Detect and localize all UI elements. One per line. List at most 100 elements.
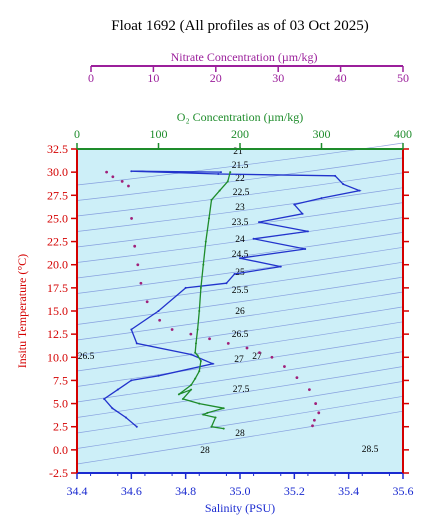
density-contour-line (76, 306, 404, 356)
salinity-tick-label: 35.2 (284, 484, 305, 498)
density-contour-line (76, 351, 404, 403)
salinity-point (225, 282, 228, 285)
density-contour-line (76, 157, 404, 201)
salinity-point (358, 189, 361, 192)
density-contour-line (76, 336, 404, 387)
temperature-tick-label: 30.0 (47, 165, 68, 179)
density-label: 24.5 (232, 250, 249, 260)
salinity-point (233, 272, 236, 275)
salinity-tick-label: 34.8 (175, 484, 196, 498)
temperature-tick-label: 17.5 (47, 281, 68, 295)
density-label: 27.5 (233, 385, 250, 395)
salinity-point (334, 174, 337, 177)
oxygen-point (202, 413, 205, 416)
nitrate-point (120, 180, 124, 183)
density-label: 23.5 (232, 218, 249, 228)
density-label: 28.5 (362, 445, 379, 455)
salinity-point (190, 353, 193, 356)
nitrate-point (133, 244, 137, 248)
nitrate-point (314, 402, 318, 405)
nitrate-point (283, 365, 286, 368)
salinity-point (301, 212, 304, 215)
temperature-tick-label: 20.0 (47, 258, 68, 272)
salinity-axis-label: Salinity (PSU) (205, 501, 275, 515)
density-label: 21.5 (232, 161, 249, 171)
chart-title: Float 1692 (All profiles as of 03 Oct 20… (111, 18, 368, 34)
nitrate-point (145, 300, 149, 304)
oxygen-tick-label: 400 (394, 127, 412, 141)
density-contour-line (76, 246, 404, 294)
temperature-tick-label: 0.0 (53, 443, 68, 457)
oxygen-point (222, 407, 225, 410)
salinity-point (293, 203, 296, 206)
density-contour-line (76, 276, 404, 325)
density-label: 25.5 (232, 286, 249, 296)
density-contour-line (76, 202, 404, 248)
nitrate-point (312, 418, 316, 422)
density-label: 22 (235, 174, 245, 184)
oxygen-point (194, 342, 197, 345)
temperature-tick-label: 32.5 (47, 142, 68, 156)
density-label: 24 (235, 235, 245, 245)
nitrate-tick-label: 50 (397, 71, 409, 85)
temperature-tick-label: 15.0 (47, 304, 68, 318)
salinity-tick-label: 34.6 (121, 484, 142, 498)
density-label: 22.5 (233, 188, 250, 198)
density-contour-line (76, 366, 404, 418)
nitrate-point (105, 170, 108, 174)
oxygen-point (190, 388, 193, 391)
salinity-point (130, 379, 133, 382)
density-contour-line (76, 261, 404, 310)
temperature-tick-label: 25.0 (47, 211, 68, 225)
nitrate-tick-label: 40 (335, 71, 347, 85)
oxygen-point (222, 427, 225, 430)
salinity-tick-label: 34.4 (67, 484, 88, 498)
nitrate-tick-label: 20 (210, 71, 222, 85)
salinity-point (306, 230, 309, 233)
density-contour-line (76, 232, 404, 279)
oxygen-point (194, 377, 197, 380)
series-layer (103, 170, 362, 430)
density-label: 27 (252, 352, 262, 362)
nitrate-point (136, 263, 140, 267)
nitrate-point (111, 175, 115, 179)
oxygen-point (210, 198, 213, 201)
salinity-point (219, 171, 222, 174)
salinity-tick-label: 35.0 (230, 484, 251, 498)
salinity-point (111, 407, 114, 410)
oxygen-tick-label: 100 (150, 127, 168, 141)
temperature-tick-label: 2.5 (53, 420, 68, 434)
temperature-tick-label: 22.5 (47, 235, 68, 249)
salinity-profile-line (103, 170, 362, 428)
axis-ticks: 34.4 34.6 34.8 35.0 35.2 35.4 35.6 -2.5 0.0 2.5 5.… (47, 66, 414, 498)
oxygen-point (194, 351, 197, 354)
density-label: 23 (235, 203, 245, 213)
oxygen-point (190, 384, 193, 387)
oxygen-point (204, 240, 207, 243)
salinity-point (252, 237, 255, 240)
salinity-point (211, 362, 214, 365)
density-contour-line (76, 187, 404, 232)
salinity-point (342, 183, 345, 186)
salinity-point (130, 328, 133, 331)
temperature-tick-label: 5.0 (53, 397, 68, 411)
oxygen-tick-label: 300 (313, 127, 331, 141)
oxygen-point (210, 425, 213, 428)
nitrate-point (308, 388, 311, 392)
nitrate-axis-label: Nitrate Concentration (µm/kg) (171, 50, 318, 64)
salinity-point (135, 342, 138, 345)
nitrate-point (295, 376, 299, 380)
nitrate-tick-label: 0 (88, 71, 94, 85)
oxygen-point (214, 416, 217, 419)
salinity-tick-label: 35.4 (338, 484, 359, 498)
density-label: 26.5 (78, 352, 95, 362)
density-contour-line (76, 395, 404, 449)
oxygen-point (226, 180, 229, 183)
density-label: 26 (235, 307, 245, 317)
oxygen-point (208, 217, 211, 220)
salinity-point (157, 310, 160, 312)
salinity-point (304, 247, 307, 250)
oxygen-point (177, 393, 180, 396)
temperature-tick-label: 27.5 (47, 188, 68, 202)
density-label: 27 (234, 355, 244, 365)
